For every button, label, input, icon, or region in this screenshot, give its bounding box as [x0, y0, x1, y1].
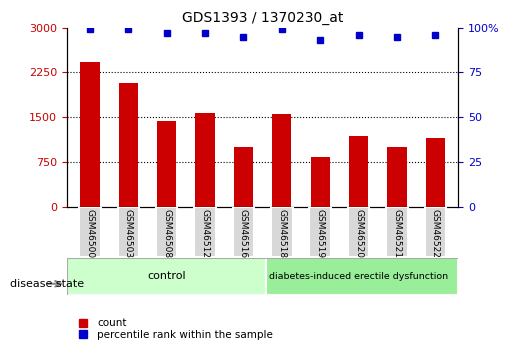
- Bar: [80, 62, 99, 207]
- Bar: [157, 121, 176, 207]
- Text: GSM46503: GSM46503: [124, 208, 133, 258]
- Text: diabetes-induced erectile dysfunction: diabetes-induced erectile dysfunction: [269, 272, 448, 281]
- Bar: [119, 82, 138, 207]
- Text: disease state: disease state: [10, 279, 84, 288]
- Text: control: control: [147, 272, 186, 281]
- Bar: [117, 207, 139, 257]
- Text: GSM46519: GSM46519: [316, 208, 325, 258]
- Bar: [196, 112, 215, 207]
- Bar: [266, 258, 458, 295]
- Bar: [387, 147, 406, 207]
- Bar: [156, 207, 178, 257]
- Text: GSM46522: GSM46522: [431, 208, 440, 257]
- Text: GSM46508: GSM46508: [162, 208, 171, 258]
- Bar: [349, 136, 368, 207]
- Text: GSM46516: GSM46516: [239, 208, 248, 258]
- Legend: count, percentile rank within the sample: count, percentile rank within the sample: [72, 318, 273, 340]
- Text: GSM46521: GSM46521: [392, 208, 402, 257]
- Text: GSM46512: GSM46512: [200, 208, 210, 257]
- Bar: [348, 207, 369, 257]
- Text: GSM46500: GSM46500: [85, 208, 94, 258]
- Bar: [67, 258, 266, 295]
- Bar: [310, 207, 331, 257]
- Bar: [426, 138, 445, 207]
- Bar: [272, 114, 291, 207]
- Bar: [233, 207, 254, 257]
- Bar: [194, 207, 216, 257]
- Bar: [79, 207, 101, 257]
- Bar: [424, 207, 446, 257]
- Bar: [271, 207, 293, 257]
- Text: GSM46518: GSM46518: [278, 208, 286, 258]
- Text: GSM46520: GSM46520: [354, 208, 363, 257]
- Bar: [234, 147, 253, 207]
- Title: GDS1393 / 1370230_at: GDS1393 / 1370230_at: [182, 11, 344, 25]
- Bar: [311, 157, 330, 207]
- Bar: [386, 207, 408, 257]
